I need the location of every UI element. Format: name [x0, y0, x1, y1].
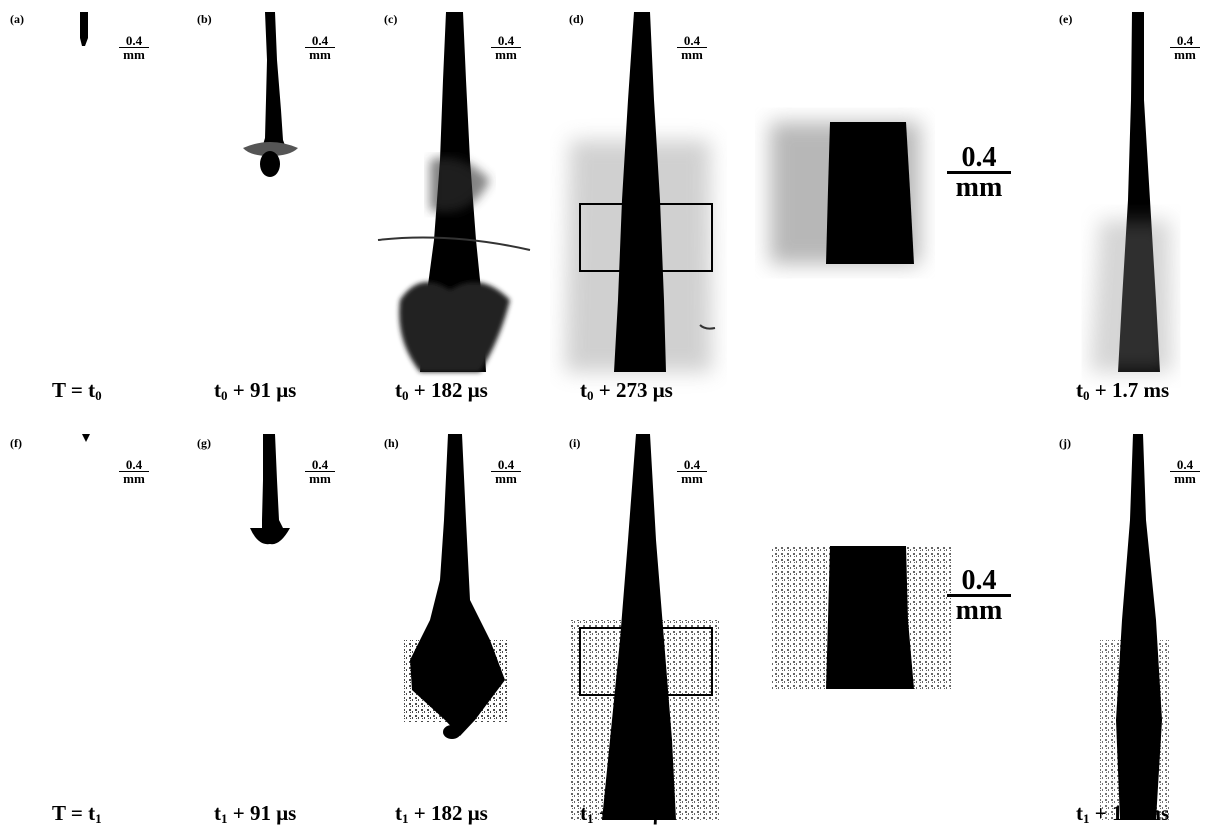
panel-i-caption: t1 + 273 μs: [580, 801, 673, 826]
panel-d-zoom-image: [752, 122, 932, 264]
panel-a-caption: T = t0: [52, 378, 102, 403]
panel-d-label: (d): [569, 12, 584, 26]
panel-c-label: (c): [384, 12, 398, 26]
panel-b-scale-bar: 0.4 mm: [305, 34, 335, 61]
panel-b-caption: t0 + 91 μs: [214, 378, 297, 403]
panel-h-scale-bar: 0.4 mm: [491, 458, 521, 485]
panel-g-scale-bar: 0.4 mm: [305, 458, 335, 485]
panel-b-label: (b): [197, 12, 212, 26]
panel-a-scale-bar: 0.4 mm: [119, 34, 149, 61]
panel-g-caption: t1 + 91 μs: [214, 801, 297, 826]
panel-c-scale-bar: 0.4 mm: [491, 34, 521, 61]
panel-a-label: (a): [10, 12, 24, 26]
panel-d-zoom-box: [579, 203, 713, 272]
panel-h-label: (h): [384, 436, 399, 450]
panel-g-label: (g): [197, 436, 211, 450]
panel-f-scale-bar: 0.4 mm: [119, 458, 149, 485]
panel-i-scale-bar: 0.4 mm: [677, 458, 707, 485]
panel-h-caption: t1 + 182 μs: [395, 801, 488, 826]
panel-d-zoom-scale-bar: 0.4 mm: [947, 144, 1011, 202]
panel-i-label: (i): [569, 436, 581, 450]
panel-i-zoom-box: [579, 627, 713, 696]
panel-e-jet: [1090, 12, 1172, 372]
panel-a-jet: [80, 12, 88, 46]
panel-j-label: (j): [1059, 436, 1071, 450]
panel-f-jet: [82, 434, 90, 442]
panel-j-jet: [1100, 434, 1170, 820]
panel-j-caption: t1 + 1.7 ms: [1076, 801, 1170, 826]
panel-i-zoom-scale-bar: 0.4 mm: [947, 567, 1011, 625]
panel-j-scale-bar: 0.4 mm: [1170, 458, 1200, 485]
panel-e-caption: t0 + 1.7 ms: [1076, 378, 1170, 403]
panel-h-jet: [404, 434, 508, 739]
panel-e-label: (e): [1059, 12, 1073, 26]
panel-g-jet: [250, 434, 290, 545]
panel-d-jet: [565, 12, 716, 372]
panel-f-caption: T = t1: [52, 801, 102, 826]
panel-d-scale-bar: 0.4 mm: [677, 34, 707, 61]
panel-c-jet: [377, 12, 531, 372]
panel-e-scale-bar: 0.4 mm: [1170, 34, 1200, 61]
panel-d-caption: t0 + 273 μs: [580, 378, 673, 403]
panel-b-jet: [243, 12, 298, 177]
panel-i-zoom-image: [772, 546, 952, 689]
panel-c-caption: t0 + 182 μs: [395, 378, 488, 403]
panel-f-label: (f): [10, 436, 22, 450]
panel-i-jet: [570, 434, 720, 820]
